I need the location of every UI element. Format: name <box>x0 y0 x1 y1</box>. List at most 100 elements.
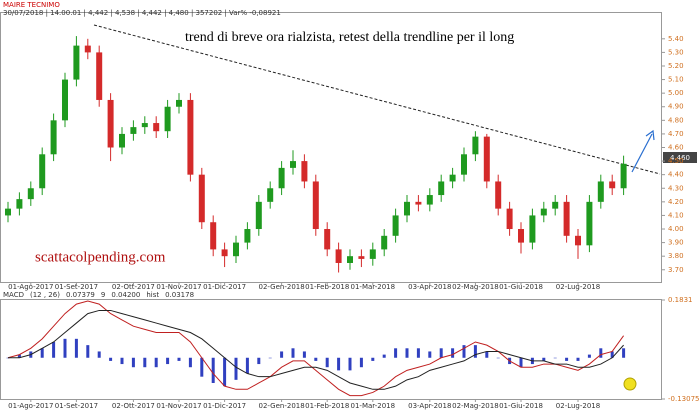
candle-body <box>210 222 217 250</box>
x-tick-label: 01-Nov-2017 <box>156 283 201 291</box>
x-tick-label: 02-Mag-2018 <box>452 283 499 291</box>
x-tick-label: 02-Lug-2018 <box>556 283 600 291</box>
candle-body <box>141 123 148 128</box>
annotation: trend di breve ora rialzista, retest del… <box>185 30 514 45</box>
macd-line <box>7 300 625 397</box>
histogram-bar <box>74 338 78 358</box>
x-tick-label: 02-Gen-2018 <box>258 402 304 410</box>
x-tick-label: 01-Giu-2018 <box>499 283 543 291</box>
last-price: 4.460 <box>670 154 690 162</box>
histogram-bar <box>97 351 101 358</box>
histogram-bar <box>131 357 135 368</box>
y-tick-label: 3.90 <box>668 239 684 247</box>
x-tick-label: 01-Mar-2018 <box>351 283 396 291</box>
y-tick-label: 5.40 <box>668 35 684 43</box>
x-tick-label: 01-Nov-2017 <box>156 402 201 410</box>
histogram-bar <box>280 351 284 358</box>
candle-body <box>381 235 388 250</box>
histogram-bar <box>302 351 306 358</box>
candle-body <box>552 201 559 209</box>
histogram-bar <box>428 351 432 358</box>
x-tick-label: 02-Ott-2017 <box>112 283 155 291</box>
x-tick-label: 02-Lug-2018 <box>556 402 600 410</box>
candle-body <box>73 45 80 80</box>
candle-body <box>278 167 285 189</box>
macd-frame <box>0 299 662 400</box>
histogram-bar <box>622 348 626 358</box>
histogram-bar <box>200 357 204 377</box>
histogram-bar <box>154 357 158 368</box>
y-tick-label: 4.60 <box>668 144 684 152</box>
candle-body <box>96 52 103 100</box>
histogram-bar <box>245 357 249 374</box>
candle-body <box>176 99 182 107</box>
y-tick-label: 4.90 <box>668 103 684 111</box>
histogram-bar <box>314 357 318 361</box>
histogram-bar <box>553 357 557 359</box>
quote: 30/07/2018 | 14.00.01 | 4,442 | 4,538 | … <box>3 9 281 17</box>
x-tick-label: 01-Ago-2017 <box>8 402 53 410</box>
y-tick-label: 5.10 <box>668 76 684 84</box>
histogram-bar <box>120 357 124 365</box>
candle-body <box>164 106 171 132</box>
candle-body <box>426 195 433 205</box>
macd-header-item: 0.07379 <box>66 291 95 299</box>
candle-body <box>369 249 376 259</box>
histogram-bar <box>416 348 420 358</box>
candle-body <box>130 127 137 134</box>
candle-body <box>586 201 593 246</box>
y-tick-label: 4.50 <box>668 157 684 165</box>
histogram-bar <box>542 357 546 361</box>
y-tick-label: 3.70 <box>668 266 684 274</box>
x-tick-label: 01-Mar-2018 <box>351 402 396 410</box>
x-tick-label: 03-Apr-2018 <box>408 402 451 410</box>
x-tick-label: 02-Mag-2018 <box>452 402 499 410</box>
candle-body <box>483 136 490 182</box>
histogram-bar <box>610 351 614 358</box>
candle-body <box>198 174 205 223</box>
x-tick-label: 01-Giu-2018 <box>499 402 543 410</box>
histogram-bar <box>63 338 67 358</box>
histogram-bar <box>451 348 455 358</box>
x-tick-label: 03-Apr-2018 <box>408 283 451 291</box>
histogram-bar <box>211 357 215 383</box>
y-tick-label: 5.30 <box>668 48 684 56</box>
y-tick-label: 4.80 <box>668 116 684 124</box>
histogram-bar <box>223 357 227 387</box>
x-tick-label: 01-Dic-2017 <box>203 283 246 291</box>
candle-body <box>50 120 57 155</box>
trendline <box>93 24 661 175</box>
x-tick-label: 01-Set-2017 <box>55 402 98 410</box>
highlight <box>623 377 637 391</box>
histogram-bar <box>337 357 341 371</box>
candle-body <box>495 181 502 209</box>
y-tick-label: 4.20 <box>668 198 684 206</box>
candle-body <box>107 99 114 148</box>
histogram-bar <box>348 357 352 371</box>
candle-body <box>449 174 456 182</box>
histogram-bar <box>109 357 113 361</box>
histogram-bar <box>291 348 295 358</box>
x-tick-label: 01-Dic-2017 <box>203 402 246 410</box>
macd-header-item: 0.03178 <box>165 291 194 299</box>
candle-body <box>267 188 274 202</box>
y-tick-label: 5.00 <box>668 89 684 97</box>
histogram-bar <box>188 357 192 368</box>
x-tick-label: 01-Feb-2018 <box>305 402 349 410</box>
candle-body <box>472 136 479 155</box>
macd-header-item: 0.04200 <box>111 291 140 299</box>
macd-header-item: 9 <box>101 291 105 299</box>
candle-body <box>187 99 194 175</box>
candle-body <box>518 229 524 243</box>
y-tick-label: 5.20 <box>668 62 684 70</box>
histogram-bar <box>166 357 170 365</box>
candle-body <box>620 163 627 189</box>
symbol: MAIRE TECNIMO <box>3 1 60 9</box>
candle-body <box>609 181 616 189</box>
histogram-bar <box>257 357 261 365</box>
candle-body <box>16 199 23 209</box>
histogram-bar <box>565 357 569 361</box>
candle-body <box>221 249 228 257</box>
candle-body <box>461 154 467 175</box>
